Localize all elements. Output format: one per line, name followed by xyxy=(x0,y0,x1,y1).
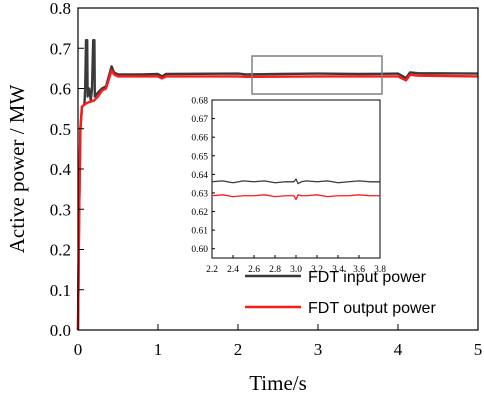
inset-y-tick-label: 0.61 xyxy=(191,227,208,237)
inset-x-tick-label: 3.0 xyxy=(290,265,302,275)
main-y-tick-label: 0.5 xyxy=(50,120,71,139)
inset-x-tick-label: 2.8 xyxy=(269,265,281,275)
inset-series-line-output xyxy=(211,194,380,201)
main-x-tick-label: 5 xyxy=(474,340,483,359)
inset-y-tick-label: 0.68 xyxy=(191,97,208,107)
inset-y-tick-label: 0.62 xyxy=(191,208,208,218)
inset-y-tick-label: 0.64 xyxy=(191,171,208,181)
main-y-tick-label: 0.6 xyxy=(50,80,71,99)
y-axis-title: Active power / MW xyxy=(5,85,29,254)
inset-series-line-input xyxy=(211,178,380,185)
main-y-tick-label: 0.2 xyxy=(50,241,71,260)
main-x-tick-label: 1 xyxy=(154,340,163,359)
main-y-tick-label: 0.1 xyxy=(50,281,71,300)
legend-label-input: FDT input power xyxy=(308,269,427,286)
inset-x-tick-label: 2.4 xyxy=(227,265,239,275)
main-y-tick-label: 0.7 xyxy=(50,39,72,58)
zoom-region-box xyxy=(251,55,383,95)
x-axis-title: Time/s xyxy=(249,371,307,395)
inset-y-tick-label: 0.65 xyxy=(191,152,208,162)
inset-x-tick-label: 3.6 xyxy=(353,265,365,275)
inset-x-tick-label: 2.2 xyxy=(206,265,218,275)
main-x-tick-label: 2 xyxy=(234,340,243,359)
inset-x-tick-label: 2.6 xyxy=(248,265,260,275)
main-y-tick-label: 0.3 xyxy=(50,200,71,219)
inset-y-tick-label: 0.60 xyxy=(191,245,208,255)
main-y-tick-label: 0.8 xyxy=(50,0,71,18)
inset-x-tick-label: 3.4 xyxy=(332,265,344,275)
main-x-tick-label: 0 xyxy=(74,340,83,359)
inset-y-tick-label: 0.66 xyxy=(191,134,208,144)
legend-label-output: FDT output power xyxy=(308,300,436,317)
main-y-tick-label: 0.4 xyxy=(50,160,72,179)
inset-y-tick-label: 0.63 xyxy=(191,189,208,199)
main-x-tick-label: 3 xyxy=(314,340,323,359)
main-x-tick-label: 4 xyxy=(394,340,403,359)
inset-x-tick-label: 3.8 xyxy=(374,265,386,275)
main-series-line-output xyxy=(76,69,479,331)
inset-y-tick-label: 0.67 xyxy=(191,115,208,125)
main-y-tick-label: 0.0 xyxy=(50,321,71,340)
inset-x-tick-label: 3.2 xyxy=(311,265,323,275)
